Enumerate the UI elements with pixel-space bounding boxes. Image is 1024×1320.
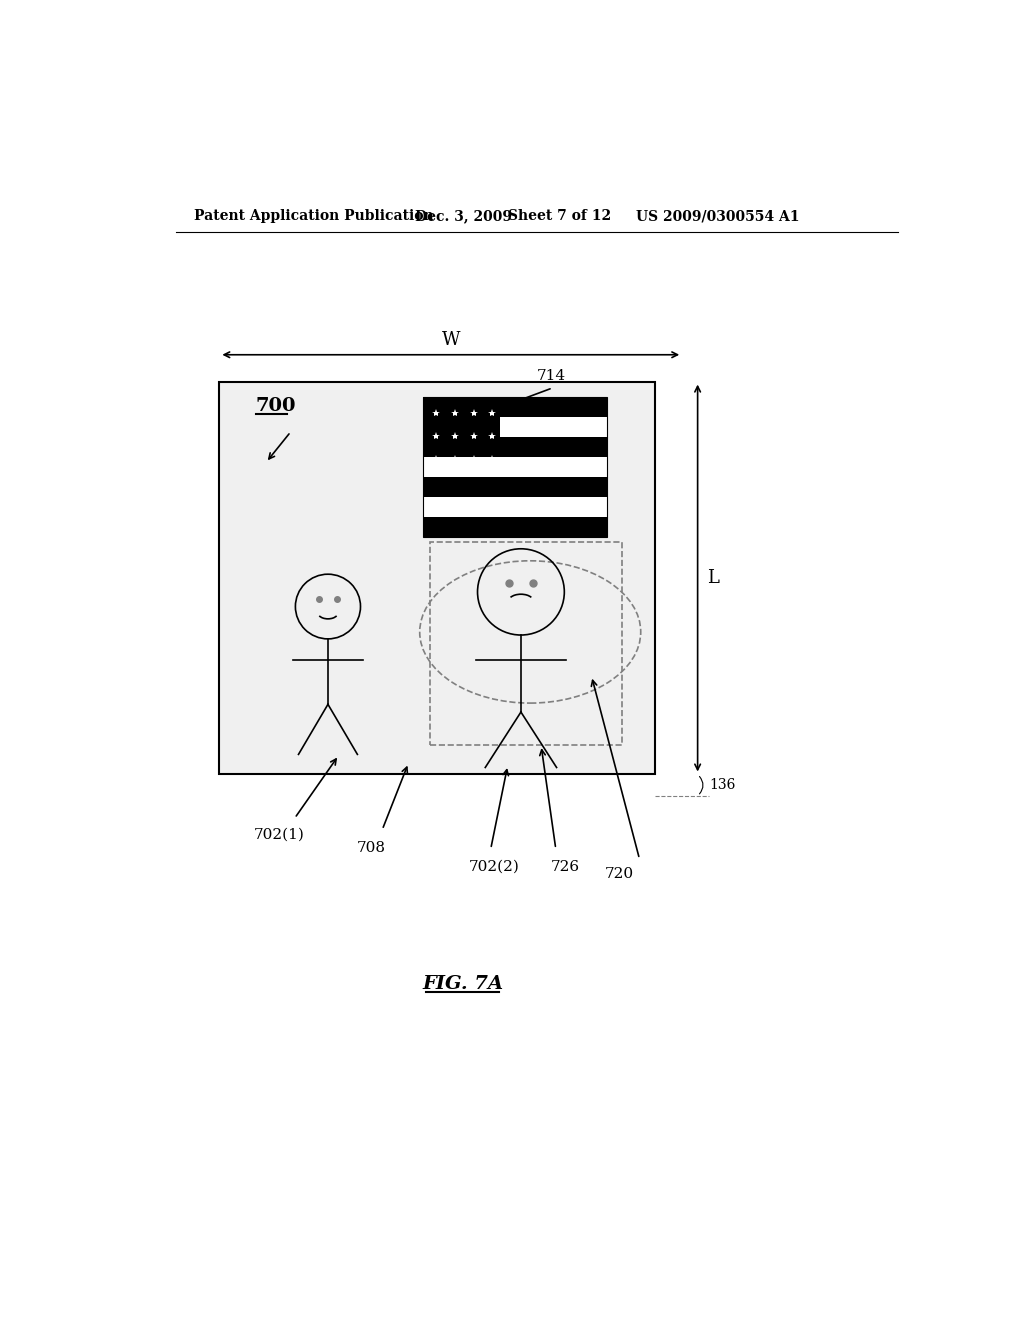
Text: 700: 700 (256, 397, 296, 416)
Bar (423, 498, 607, 517)
Text: US 2009/0300554 A1: US 2009/0300554 A1 (636, 209, 799, 223)
Text: Dec. 3, 2009: Dec. 3, 2009 (415, 209, 512, 223)
Bar (423, 397, 607, 537)
Text: 714: 714 (537, 368, 565, 383)
Text: 702(1): 702(1) (254, 828, 304, 841)
Text: Patent Application Publication: Patent Application Publication (194, 209, 433, 223)
Bar (500, 437, 607, 457)
Text: 726: 726 (550, 859, 580, 874)
Text: L: L (707, 569, 719, 587)
Bar (423, 517, 607, 537)
Bar (423, 457, 607, 478)
Bar (423, 397, 607, 537)
Bar (500, 417, 607, 437)
Bar (219, 381, 655, 775)
Text: Sheet 7 of 12: Sheet 7 of 12 (508, 209, 611, 223)
Text: 702(2): 702(2) (469, 859, 520, 874)
Bar (423, 397, 500, 470)
Text: FIG. 7A: FIG. 7A (422, 975, 504, 993)
Text: 720: 720 (604, 867, 634, 882)
Bar (423, 478, 607, 498)
Text: W: W (441, 330, 460, 348)
Bar (500, 397, 607, 417)
Text: 708: 708 (356, 841, 386, 854)
Bar (430, 543, 623, 744)
Text: 136: 136 (710, 779, 735, 792)
